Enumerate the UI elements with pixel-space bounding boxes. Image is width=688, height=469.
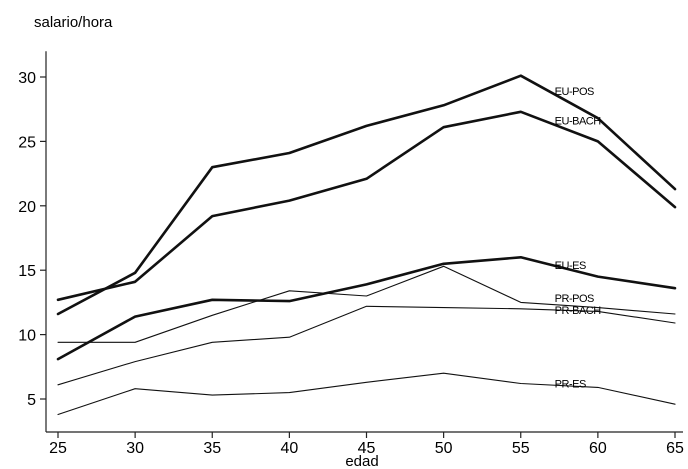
series-label-pr-es: PR-ES bbox=[555, 378, 586, 390]
x-tick-label: 40 bbox=[280, 440, 298, 457]
series-label-eu-es: EU-ES bbox=[555, 260, 586, 272]
x-tick-label: 30 bbox=[126, 440, 144, 457]
y-tick-label: 5 bbox=[27, 392, 36, 409]
y-axis-title: salario/hora bbox=[34, 14, 113, 31]
series-lines bbox=[56, 74, 677, 416]
series-line-pr-pos bbox=[57, 265, 676, 343]
series-label-pr-pos: PR-POS bbox=[555, 293, 594, 305]
x-tick-label: 35 bbox=[203, 440, 221, 457]
x-ticks: 25 30 35 40 45 50 55 60 65 bbox=[49, 432, 684, 457]
y-tick-label: 20 bbox=[18, 199, 36, 216]
series-line-eu-pos bbox=[56, 74, 677, 316]
y-ticks: 5 10 15 20 25 30 bbox=[18, 70, 46, 409]
x-tick-label: 60 bbox=[589, 440, 607, 457]
y-tick-label: 25 bbox=[18, 134, 36, 151]
x-tick-label: 45 bbox=[358, 440, 376, 457]
x-axis-title: edad bbox=[345, 453, 378, 469]
series-label-pr-bach: PR-BACH bbox=[555, 305, 602, 317]
x-tick-label: 50 bbox=[435, 440, 453, 457]
series-line-pr-es bbox=[57, 372, 676, 416]
series-line-pr-bach bbox=[57, 305, 676, 386]
x-tick-label: 65 bbox=[666, 440, 684, 457]
series-label-eu-bach: EU-BACH bbox=[555, 116, 602, 128]
y-tick-label: 30 bbox=[18, 70, 36, 87]
series-label-eu-pos: EU-POS bbox=[555, 86, 594, 98]
series-line-eu-es bbox=[56, 255, 677, 361]
y-tick-label: 15 bbox=[18, 263, 36, 280]
series-line-eu-bach bbox=[56, 110, 677, 302]
x-tick-label: 55 bbox=[512, 440, 530, 457]
x-tick-label: 25 bbox=[49, 440, 67, 457]
y-tick-label: 10 bbox=[18, 328, 36, 345]
